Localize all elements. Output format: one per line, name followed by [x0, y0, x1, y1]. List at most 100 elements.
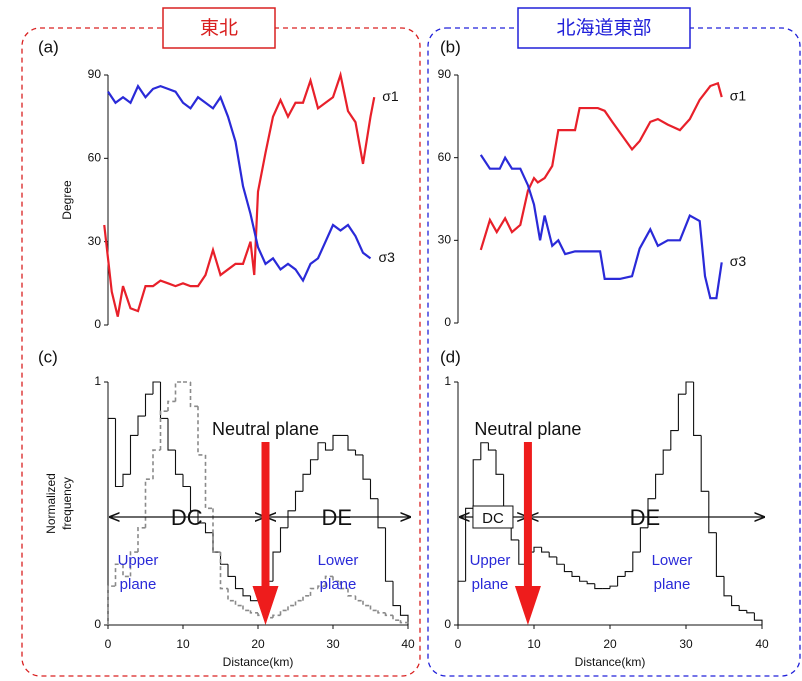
- histogram-step: [204, 522, 213, 534]
- histogram-step: [144, 478, 153, 528]
- histogram-step: [731, 595, 740, 607]
- histogram-step: [377, 610, 386, 614]
- histogram-step: [347, 588, 356, 597]
- histogram-step: [753, 612, 763, 625]
- histogram-step: [107, 585, 116, 625]
- histogram-step: [152, 381, 161, 395]
- histogram-step: [655, 473, 664, 499]
- histogram-step: [317, 442, 326, 460]
- histogram-step: [465, 507, 474, 582]
- x-tick-label: 30: [326, 637, 340, 651]
- x-tick-label: 10: [527, 637, 541, 651]
- histogram-step: [472, 459, 481, 509]
- y-tick-label: 90: [438, 67, 452, 81]
- histogram-step: [377, 498, 386, 529]
- histogram-step: [541, 547, 550, 553]
- region-title: 東北: [200, 17, 238, 39]
- histogram-step: [548, 552, 557, 558]
- y-axis-label: frequency: [60, 477, 74, 530]
- histogram-step: [174, 381, 183, 402]
- histogram-step: [242, 588, 251, 597]
- histogram-step: [189, 486, 198, 512]
- y-tick-label: 0: [94, 317, 101, 331]
- neutral-plane-arrow: [514, 442, 541, 625]
- histogram-step: [715, 532, 724, 577]
- histogram-step: [480, 442, 489, 460]
- line: [479, 154, 723, 300]
- panel-label: (b): [440, 37, 461, 56]
- histogram-step: [399, 620, 409, 625]
- neutral-plane-arrow: [252, 442, 279, 625]
- x-axis-label: Distance(km): [575, 655, 646, 669]
- series-label: σ1: [382, 88, 399, 104]
- histogram-step: [685, 381, 694, 395]
- histogram-step: [159, 382, 168, 419]
- x-tick-label: 30: [679, 637, 693, 651]
- histogram-step: [354, 450, 363, 456]
- y-tick-label: 1: [444, 374, 451, 388]
- histogram-step: [182, 474, 191, 488]
- x-axis-label: Distance(km): [223, 655, 294, 669]
- histogram-step: [167, 418, 176, 451]
- histogram-step: [384, 527, 393, 582]
- histogram-step: [114, 563, 123, 587]
- histogram-step: [137, 415, 146, 436]
- histogram-step: [332, 434, 341, 451]
- histogram-step: [287, 604, 296, 611]
- region-title-box: [162, 7, 276, 49]
- histogram-step: [114, 418, 123, 488]
- y-tick-label: 30: [88, 234, 102, 248]
- y-tick-label: 60: [438, 150, 452, 164]
- annotation: Lower: [318, 552, 359, 569]
- histogram-step: [219, 552, 228, 590]
- x-tick-label: 10: [176, 637, 190, 651]
- histogram-step: [324, 575, 333, 587]
- histogram-step: [354, 595, 363, 602]
- histogram-step: [129, 551, 138, 577]
- histogram-step: [723, 576, 732, 597]
- y-axis-label: Degree: [60, 180, 74, 220]
- histogram-step: [495, 450, 504, 475]
- histogram-step: [309, 459, 318, 475]
- line: [479, 81, 723, 251]
- histogram-step: [249, 595, 258, 602]
- histogram-step: [579, 576, 588, 582]
- histogram-step: [129, 434, 138, 475]
- histogram-step: [189, 382, 198, 408]
- y-tick-label: 0: [94, 617, 101, 631]
- histogram-step: [287, 510, 296, 528]
- histogram-step: [234, 576, 243, 590]
- histogram-step: [317, 585, 326, 589]
- histogram-step: [594, 583, 603, 590]
- histogram-step: [639, 527, 648, 553]
- histogram-step: [122, 473, 131, 487]
- annotation: Lower: [652, 552, 693, 569]
- line: [107, 83, 372, 283]
- histogram-step: [693, 382, 702, 437]
- histogram-step: [279, 527, 288, 553]
- histogram-step: [272, 551, 281, 582]
- histogram-step: [369, 605, 378, 612]
- histogram-step: [556, 556, 565, 565]
- annotation: Upper: [118, 552, 159, 569]
- x-tick-label: 0: [455, 637, 462, 651]
- x-tick-label: 40: [401, 637, 415, 651]
- histogram-step: [662, 449, 671, 475]
- series-label: σ1: [730, 88, 747, 104]
- histogram-step: [617, 575, 626, 587]
- histogram-step: [563, 564, 572, 573]
- range-label: DE: [630, 505, 661, 530]
- histogram-step: [670, 430, 679, 451]
- series-label: σ3: [379, 249, 396, 265]
- y-tick-label: 0: [444, 315, 451, 329]
- range-label: DC: [482, 510, 504, 527]
- histogram-step: [204, 454, 213, 510]
- x-tick-label: 20: [603, 637, 617, 651]
- histogram-step: [738, 605, 747, 611]
- histogram-step: [677, 393, 686, 431]
- histogram-step: [586, 581, 595, 585]
- histogram-step: [392, 615, 401, 621]
- histogram-step: [392, 581, 401, 607]
- histogram-step: [272, 614, 281, 618]
- histogram-step: [457, 580, 466, 625]
